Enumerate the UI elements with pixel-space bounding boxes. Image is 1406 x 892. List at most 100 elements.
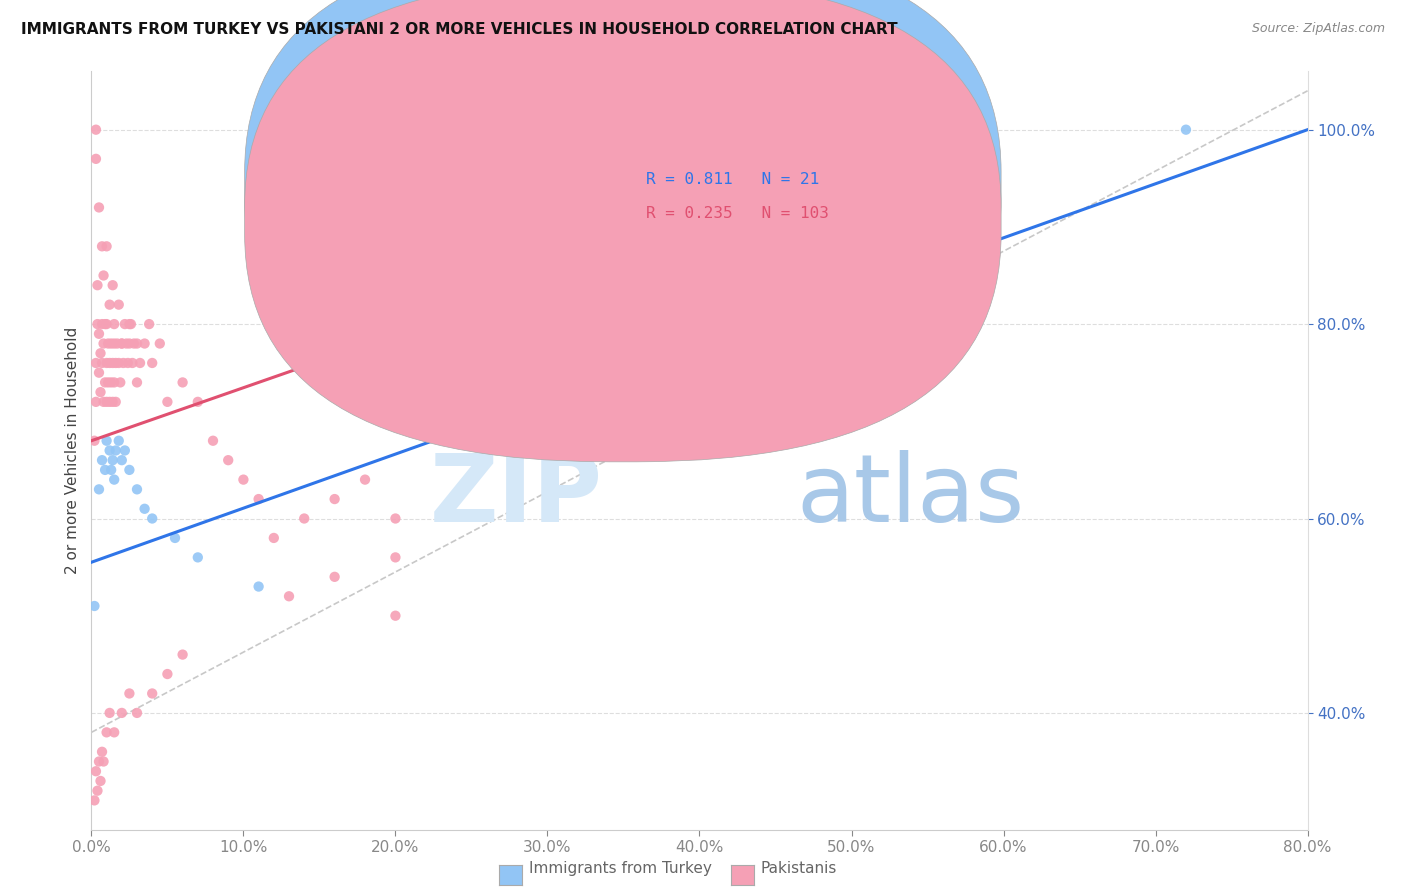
Point [91, 239, 114, 253]
Point [263, 531, 285, 545]
Point [94, 376, 117, 390]
Point [84, 152, 107, 166]
Point [84, 356, 107, 370]
Point [84, 122, 107, 136]
Point [1174, 122, 1197, 136]
Point [96, 239, 118, 253]
Point [111, 706, 134, 720]
Point [134, 501, 156, 516]
Point [105, 336, 128, 351]
Point [125, 376, 148, 390]
Point [98, 356, 121, 370]
Point [91, 356, 114, 370]
Point [354, 473, 377, 487]
Point [129, 356, 152, 370]
Point [141, 356, 163, 370]
Point [84, 395, 107, 409]
Point [101, 278, 124, 293]
Point [101, 395, 124, 409]
Point [96, 395, 118, 409]
Point [111, 336, 134, 351]
Point [117, 356, 139, 370]
Point [96, 434, 118, 448]
Point [98, 443, 121, 458]
Point [120, 317, 142, 331]
Point [232, 473, 254, 487]
Point [141, 686, 163, 700]
Point [93, 395, 115, 409]
Point [98, 298, 121, 312]
Point [292, 511, 315, 525]
Point [172, 648, 194, 662]
Point [125, 336, 148, 351]
Point [83, 599, 105, 613]
Point [87, 755, 110, 769]
Point [384, 511, 406, 525]
Point [172, 376, 194, 390]
Point [86, 783, 108, 797]
Point [118, 336, 141, 351]
Point [103, 336, 125, 351]
Point [86, 317, 108, 331]
FancyBboxPatch shape [245, 0, 1001, 462]
Point [156, 667, 179, 681]
Point [278, 589, 301, 603]
Point [110, 376, 132, 390]
Point [83, 434, 105, 448]
Point [101, 453, 124, 467]
Point [97, 376, 120, 390]
Point [87, 326, 110, 341]
Point [138, 317, 160, 331]
Point [107, 356, 129, 370]
Point [187, 550, 209, 565]
Point [101, 356, 124, 370]
Point [107, 298, 129, 312]
Point [103, 317, 125, 331]
Point [83, 793, 105, 807]
Point [114, 317, 136, 331]
Point [156, 395, 179, 409]
Point [100, 376, 122, 390]
Text: ZIP: ZIP [429, 450, 602, 542]
Point [94, 463, 117, 477]
Point [247, 580, 270, 594]
Point [100, 336, 122, 351]
Point [125, 483, 148, 497]
Point [98, 395, 121, 409]
FancyBboxPatch shape [600, 166, 897, 242]
Point [118, 317, 141, 331]
Text: Pakistanis: Pakistanis [761, 861, 837, 876]
Point [323, 570, 346, 584]
Point [134, 336, 156, 351]
Point [93, 268, 115, 283]
Point [217, 453, 239, 467]
Point [89, 346, 111, 360]
FancyBboxPatch shape [245, 0, 1001, 428]
Point [141, 511, 163, 525]
Point [93, 755, 115, 769]
Point [103, 473, 125, 487]
Point [87, 201, 110, 215]
Point [163, 531, 186, 545]
Point [94, 317, 117, 331]
Point [96, 725, 118, 739]
Point [111, 453, 134, 467]
Point [247, 491, 270, 506]
Point [125, 706, 148, 720]
Point [121, 356, 143, 370]
Text: R = 0.811   N = 21: R = 0.811 N = 21 [645, 172, 820, 187]
Point [384, 550, 406, 565]
Point [103, 725, 125, 739]
Point [96, 356, 118, 370]
Point [115, 336, 138, 351]
Point [118, 463, 141, 477]
Text: IMMIGRANTS FROM TURKEY VS PAKISTANI 2 OR MORE VEHICLES IN HOUSEHOLD CORRELATION : IMMIGRANTS FROM TURKEY VS PAKISTANI 2 OR… [21, 22, 897, 37]
Point [93, 336, 115, 351]
Point [112, 356, 135, 370]
Point [87, 366, 110, 380]
Point [118, 686, 141, 700]
Point [89, 774, 111, 789]
Point [323, 491, 346, 506]
Point [91, 453, 114, 467]
Point [100, 463, 122, 477]
